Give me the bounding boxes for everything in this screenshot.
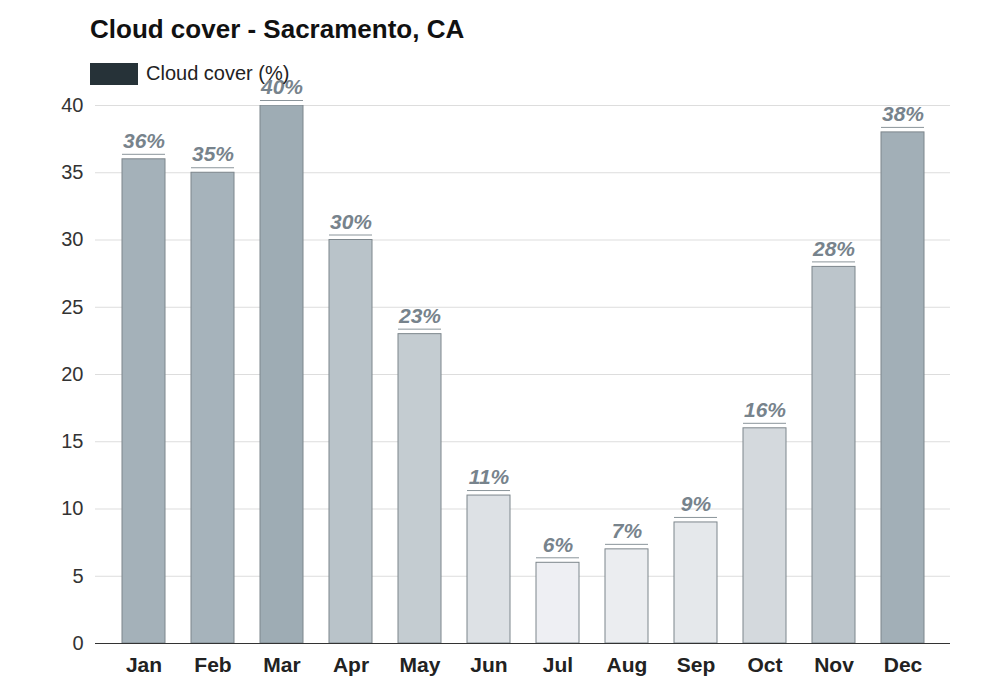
svg-text:6%: 6% <box>543 533 574 556</box>
svg-text:23%: 23% <box>398 304 441 327</box>
svg-text:30: 30 <box>61 228 83 250</box>
svg-text:Dec: Dec <box>884 653 923 676</box>
svg-text:38%: 38% <box>882 102 924 125</box>
svg-text:Jul: Jul <box>543 653 573 676</box>
svg-text:10: 10 <box>61 497 83 519</box>
html-text:Cloud cover - Sacramento, CA: Cloud cover - Sacramento, CA <box>90 14 465 44</box>
html-text:Cloud cover (%): Cloud cover (%) <box>146 62 290 84</box>
svg-text:Apr: Apr <box>333 653 369 676</box>
svg-text:36%: 36% <box>123 129 165 152</box>
svg-text:35: 35 <box>61 161 83 183</box>
svg-text:35%: 35% <box>192 142 234 165</box>
svg-text:May: May <box>400 653 441 676</box>
svg-text:16%: 16% <box>744 398 786 421</box>
svg-text:Nov: Nov <box>814 653 854 676</box>
svg-text:Jun: Jun <box>470 653 507 676</box>
svg-text:Sep: Sep <box>677 653 716 676</box>
svg-text:5: 5 <box>72 565 83 587</box>
svg-text:15: 15 <box>61 430 83 452</box>
svg-text:28%: 28% <box>812 237 855 260</box>
svg-text:Feb: Feb <box>194 653 231 676</box>
svg-text:25: 25 <box>61 296 83 318</box>
svg-text:40: 40 <box>61 94 83 116</box>
svg-text:Oct: Oct <box>747 653 782 676</box>
svg-text:0: 0 <box>72 632 83 654</box>
svg-text:Aug: Aug <box>607 653 648 676</box>
svg-text:30%: 30% <box>330 210 372 233</box>
svg-text:7%: 7% <box>612 519 643 542</box>
svg-text:20: 20 <box>61 363 83 385</box>
svg-text:40%: 40% <box>260 75 303 98</box>
svg-text:Mar: Mar <box>263 653 300 676</box>
svg-text:9%: 9% <box>681 492 712 515</box>
svg-text:11%: 11% <box>469 465 510 488</box>
svg-text:Jan: Jan <box>126 653 162 676</box>
